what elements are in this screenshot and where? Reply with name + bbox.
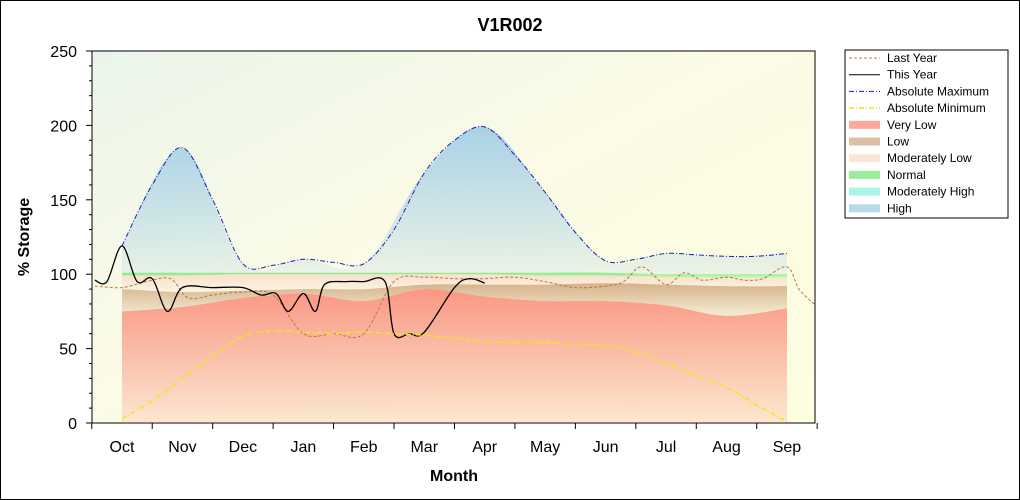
x-tick-label-jan: Jan [290, 439, 316, 456]
series-absolute-maximum [121, 125, 788, 270]
legend-label-very-low: Very Low [887, 118, 937, 132]
y-tick-label-100: 100 [50, 267, 77, 284]
legend-label-this-year: This Year [887, 68, 937, 82]
legend-label-low: Low [887, 135, 909, 149]
series-last-year [94, 266, 815, 339]
series-absolute-minimum [121, 329, 788, 423]
x-tick-label-dec: Dec [229, 439, 257, 456]
legend-label-moderately-high: Moderately High [887, 185, 974, 199]
x-tick-label-mar: Mar [410, 439, 438, 456]
x-tick-label-apr: Apr [472, 439, 498, 456]
legend-label-normal: Normal [887, 168, 926, 182]
legend-swatch-moderately-low [849, 154, 880, 163]
band-normal [122, 272, 787, 279]
y-tick-label-250: 250 [50, 44, 77, 61]
legend-label-moderately-low: Moderately Low [887, 151, 972, 165]
legend-label-high: High [887, 201, 912, 215]
plot-area: 0 50 100 150 200 250 Oct Nov Dec Jan Feb Mar Apr May J… [50, 44, 818, 456]
x-tick-label-feb: Feb [350, 439, 378, 456]
y-tick-label-200: 200 [50, 118, 77, 135]
x-tick-label-oct: Oct [110, 439, 135, 456]
y-tick-label-50: 50 [59, 342, 77, 359]
band-low [122, 283, 787, 316]
y-axis-title: % Storage [16, 198, 33, 276]
band-moderately-low [122, 274, 787, 293]
x-tick-label-nov: Nov [168, 439, 196, 456]
x-axis-title: Month [430, 468, 478, 485]
chart-title: V1R002 [477, 15, 542, 35]
band-high [122, 126, 787, 275]
band-very-low [122, 289, 787, 423]
legend-swatch-moderately-high [849, 187, 880, 196]
legend-swatch-normal [849, 170, 880, 179]
legend: Last Year This Year Absolute Maximum Absolu… [844, 49, 1009, 219]
x-tick-label-aug: Aug [712, 439, 740, 456]
legend-label-absolute-maximum: Absolute Maximum [887, 84, 989, 98]
x-tick-label-jul: Jul [656, 439, 676, 456]
y-tick-label-0: 0 [68, 416, 77, 433]
x-tick-label-may: May [530, 439, 560, 456]
legend-swatch-high [849, 204, 880, 213]
x-tick-label-jun: Jun [593, 439, 619, 456]
legend-label-absolute-minimum: Absolute Minimum [887, 101, 986, 115]
legend-swatch-very-low [849, 120, 880, 129]
x-tick-label-sep: Sep [773, 439, 802, 456]
legend-swatch-low [849, 137, 880, 146]
legend-label-last-year: Last Year [887, 51, 937, 65]
y-tick-label-150: 150 [50, 193, 77, 210]
